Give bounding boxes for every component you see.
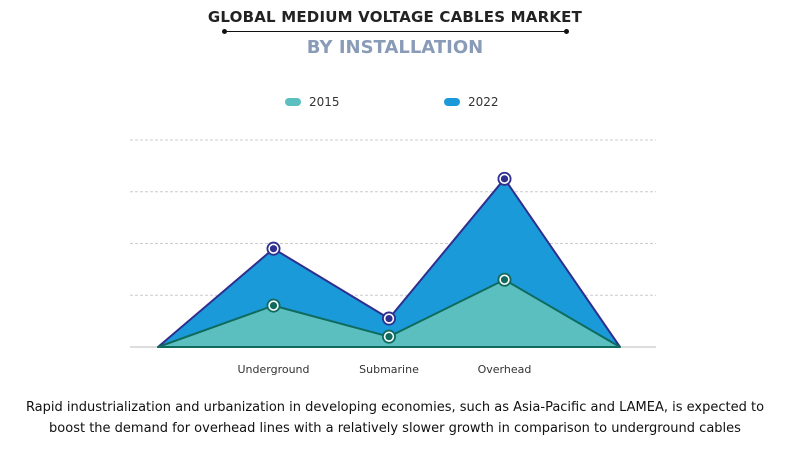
data-point-2022 [269, 245, 278, 253]
data-point-2015 [385, 333, 393, 341]
divider-dot-left [222, 29, 227, 34]
x-tick-label: Underground [237, 363, 309, 376]
data-point-2015 [269, 302, 278, 310]
chart-subtitle: BY INSTALLATION [306, 37, 484, 58]
x-tick-label: Overhead [478, 363, 532, 376]
x-tick-label: Submarine [359, 363, 419, 376]
divider-dot-right [564, 29, 569, 34]
legend-item-2015: 2015 [285, 95, 340, 109]
legend-item-2022: 2022 [444, 95, 499, 109]
legend-label-2015: 2015 [309, 95, 340, 109]
area-series-2015 [157, 278, 621, 348]
legend-swatch-2015 [285, 98, 301, 106]
legend-label-2022: 2022 [468, 95, 499, 109]
legend-swatch-2022 [444, 98, 460, 106]
chart-caption: Rapid industrialization and urbanization… [0, 397, 790, 439]
data-point-2015 [500, 276, 509, 284]
caption-line-1: Rapid industrialization and urbanization… [25, 400, 765, 415]
chart-title: GLOBAL MEDIUM VOLTAGE CABLES MARKET [207, 8, 583, 26]
data-point-2022 [500, 175, 509, 183]
title-divider [225, 31, 566, 32]
caption-line-2: boost the demand for overhead lines with… [49, 421, 741, 436]
data-point-2022 [385, 314, 393, 323]
